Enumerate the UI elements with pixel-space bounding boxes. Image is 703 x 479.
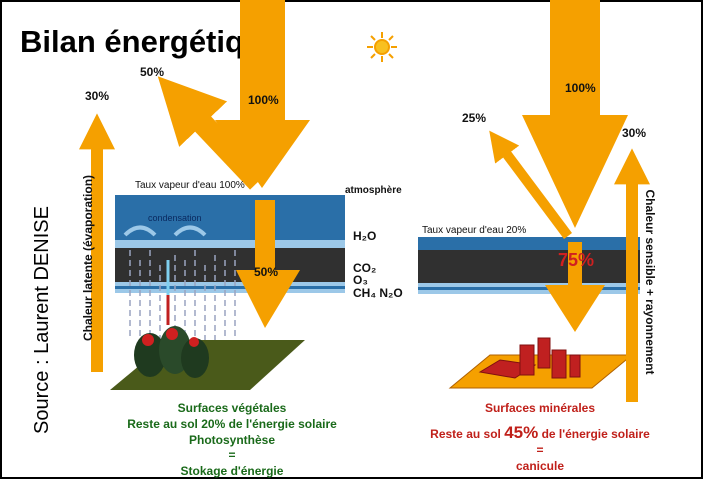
caption-part: Reste au sol (430, 427, 504, 441)
vapour-label: Taux vapeur d'eau 100% (135, 180, 245, 191)
caption-line: = (536, 443, 543, 457)
reflected-percent: 25% (462, 111, 486, 125)
sensible-percent: 30% (622, 126, 646, 140)
condensation-label: condensation (148, 213, 202, 223)
ground-percent: 75% (558, 250, 594, 270)
left-atmosphere (115, 195, 345, 293)
reflected-percent: 50% (140, 65, 164, 79)
sun-icon (367, 32, 397, 62)
caption-title: Surfaces minérales (485, 401, 595, 415)
diagram: Bilan énergétique Source : Laurent DENIS… (0, 0, 703, 479)
sensible-label: Chaleur sensible + rayonnement (643, 189, 657, 374)
caption-emphasis: 45% (504, 423, 538, 442)
caption-line: Photosynthèse (189, 433, 275, 447)
gas-label: CH₄ N₂O (353, 286, 403, 300)
gas-label: O₃ (353, 273, 368, 287)
latent-percent: 30% (85, 89, 109, 103)
caption-line: Reste au sol 20% de l'énergie solaire (127, 417, 337, 431)
caption-line: canicule (516, 459, 564, 473)
incoming-percent: 100% (565, 81, 596, 95)
caption-line: Stokage d'énergie (181, 464, 284, 478)
incoming-percent: 100% (248, 93, 279, 107)
caption-part: de l'énergie solaire (538, 427, 650, 441)
right-atmosphere (418, 237, 640, 294)
caption-title: Surfaces végétales (178, 401, 287, 415)
atmosphere-label: atmosphère (345, 185, 402, 196)
latent-label: Chaleur latente (évaporation) (81, 175, 95, 341)
caption-line: = (228, 448, 235, 462)
vapour-label: Taux vapeur d'eau 20% (422, 225, 526, 236)
ground-percent: 50% (254, 265, 278, 279)
gas-label: H₂O (353, 229, 376, 243)
source: Source : Laurent DENISE (31, 206, 53, 434)
